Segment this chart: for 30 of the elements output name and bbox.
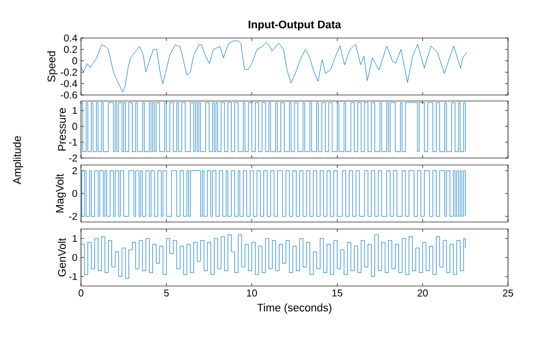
text: Amplitude xyxy=(12,136,24,184)
x-tick-label: 15 xyxy=(332,290,342,296)
x-tick-label: 20 xyxy=(418,290,428,297)
y-tick-label: 1 xyxy=(72,107,78,114)
y-tick-label: -1 xyxy=(69,273,78,280)
chart-title: Input-Output Data xyxy=(248,20,342,30)
y-tick-label: 0.2 xyxy=(64,46,77,53)
y-axis-title: Speed xyxy=(47,51,58,82)
y-tick-label: 2 xyxy=(72,167,77,174)
x-tick-label: 5 xyxy=(164,290,169,296)
y-tick-label: -0.6 xyxy=(60,91,78,99)
x-axis-title: Time (seconds) xyxy=(257,303,332,314)
y-axis-title: GenVolt xyxy=(58,238,66,276)
y-tick-label: 0 xyxy=(72,254,78,262)
x-tick-label: 25 xyxy=(502,290,514,297)
y-tick-label: 0.4 xyxy=(64,34,78,42)
y-tick-label: -1 xyxy=(69,138,78,146)
y-tick-label: -0.2 xyxy=(60,68,77,76)
x-tick-label: 0 xyxy=(78,290,84,297)
y-axis-title: MagVolt xyxy=(56,174,66,212)
y-tick-label: 0 xyxy=(72,57,78,64)
y-tick-label: 0 xyxy=(72,190,78,198)
y-tick-label: -2 xyxy=(69,154,77,162)
y-tick-label: -0.4 xyxy=(60,80,78,88)
x-tick-label: 10 xyxy=(247,290,257,297)
y-tick-label: -2 xyxy=(69,212,77,220)
line-series xyxy=(81,40,468,92)
y-tick-label: 0 xyxy=(72,122,78,130)
y-tick-label: 1 xyxy=(72,235,78,242)
y-axis-title: Pressure xyxy=(58,108,66,151)
